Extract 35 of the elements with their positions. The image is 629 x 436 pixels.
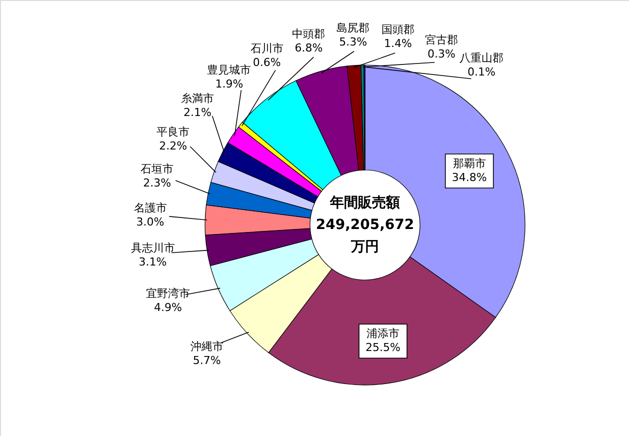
data-label: 0.6% <box>252 56 281 69</box>
slice-label: 具志川市 <box>130 241 175 254</box>
slice-label: 豊見城市 <box>207 64 252 77</box>
slice-label: 国頭郡 <box>381 23 414 36</box>
data-label: 2.1% <box>184 106 212 119</box>
data-label: 25.5% <box>366 341 400 354</box>
slice-label: 八重山郡 <box>460 51 504 64</box>
slice-label: 石垣市 <box>140 162 174 176</box>
slice-label: 平良市 <box>156 125 190 138</box>
data-label: 5.3% <box>339 35 368 48</box>
slice-label: 那覇市 <box>452 157 486 170</box>
data-label: 0.3% <box>427 47 456 60</box>
slice-label: 浦添市 <box>366 327 400 340</box>
text: 年間販売額 <box>329 194 400 211</box>
data-label: 3.0% <box>136 216 164 229</box>
slice-label: 島尻郡 <box>336 21 370 34</box>
slice-label: 中頭郡 <box>292 28 326 41</box>
text: 249,205,672 <box>316 217 414 233</box>
data-label: 4.9% <box>154 301 182 314</box>
slice-label: 沖縄市 <box>190 340 224 353</box>
slice-label: 宮古郡 <box>424 33 458 46</box>
data-label: 0.1% <box>468 65 496 78</box>
data-label: 3.1% <box>138 255 167 268</box>
data-label: 1.4% <box>384 37 412 50</box>
data-label: 1.9% <box>215 78 244 91</box>
data-label: 2.3% <box>143 176 172 190</box>
slice-label: 糸満市 <box>180 92 214 105</box>
slice-label: 石川市 <box>250 42 284 55</box>
slice-label: 宜野湾市 <box>146 287 190 300</box>
data-label: 6.8% <box>294 42 323 55</box>
slice-label: 名護市 <box>134 202 167 215</box>
data-label: 2.2% <box>159 139 188 152</box>
text: 万円 <box>350 239 379 255</box>
data-label: 5.7% <box>192 354 221 367</box>
data-label: 34.8% <box>452 171 487 184</box>
